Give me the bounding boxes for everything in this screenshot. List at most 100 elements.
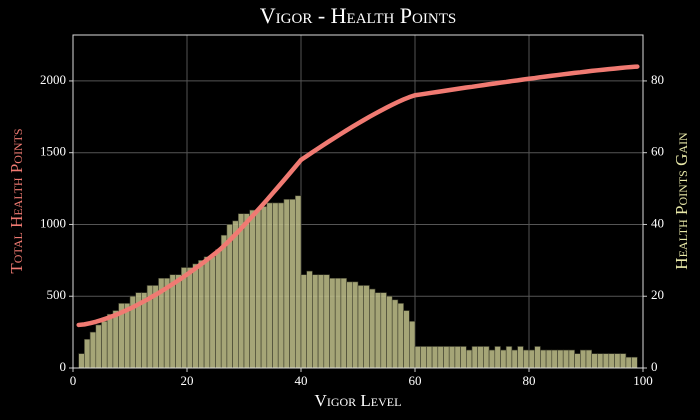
bar (203, 256, 211, 369)
bar (528, 349, 535, 369)
bar (220, 234, 228, 369)
bar (163, 277, 171, 369)
bar (186, 267, 193, 369)
bar (272, 202, 279, 369)
y2-tick-label: 40 (651, 215, 664, 230)
bar (619, 353, 627, 369)
bar (505, 346, 513, 369)
bar (243, 213, 250, 369)
bar (89, 331, 97, 369)
bar (574, 353, 581, 369)
bar (283, 199, 290, 369)
bar (277, 202, 285, 369)
bar (374, 292, 382, 369)
bar (443, 346, 450, 369)
bar (562, 349, 570, 369)
y-tick-label: 2000 (40, 72, 66, 87)
bar (169, 274, 176, 369)
bar (294, 195, 302, 369)
bar (460, 346, 467, 369)
bar (397, 303, 404, 369)
bar (289, 199, 296, 369)
bar (426, 346, 433, 369)
bar (266, 202, 273, 369)
bar (545, 349, 553, 369)
bar (568, 349, 575, 369)
y-axis-label: Total Health Points (7, 128, 26, 273)
bar (260, 206, 268, 369)
bar (625, 356, 632, 369)
y-tick-label: 0 (60, 359, 67, 374)
bar (369, 288, 376, 369)
y2-tick-label: 0 (651, 359, 658, 374)
bar (420, 346, 427, 369)
y2-tick-label: 60 (651, 144, 664, 159)
bar (408, 321, 416, 369)
bar (209, 256, 216, 369)
bar (255, 209, 262, 369)
bar (494, 346, 501, 369)
bar (317, 274, 325, 369)
bar (631, 356, 638, 369)
bar (488, 349, 496, 369)
bar (391, 299, 399, 369)
bar (437, 346, 444, 369)
x-tick-label: 40 (295, 373, 308, 388)
bar (226, 224, 233, 369)
bar (329, 277, 336, 369)
x-tick-label: 0 (70, 373, 77, 388)
y2-axis-label: Health Points Gain (672, 132, 691, 270)
bar (431, 346, 439, 369)
bar (403, 310, 410, 369)
x-tick-label: 20 (181, 373, 194, 388)
bar (471, 346, 478, 369)
bar (534, 346, 541, 369)
bar (334, 277, 342, 369)
x-tick-label: 100 (633, 373, 653, 388)
bar (232, 220, 239, 369)
bar (522, 349, 530, 369)
bar (300, 274, 307, 369)
bar (215, 249, 222, 369)
bar (591, 353, 598, 369)
y-tick-label: 1500 (40, 144, 66, 159)
plot-frame (72, 34, 644, 369)
bar (380, 292, 387, 369)
bar (95, 324, 102, 369)
bar (306, 270, 313, 369)
y-tick-label: 500 (47, 287, 67, 302)
bar (101, 321, 108, 369)
bar (357, 285, 364, 369)
bar (477, 346, 484, 369)
bar (608, 353, 615, 369)
bar (448, 346, 456, 369)
bar (249, 209, 256, 369)
bar (597, 353, 604, 369)
bar (175, 274, 182, 369)
bar (340, 277, 347, 369)
bar (312, 274, 319, 369)
bar (585, 349, 592, 369)
bar (346, 281, 353, 369)
bar (500, 349, 507, 369)
bar (579, 349, 587, 369)
y-tick-label: 1000 (40, 215, 66, 230)
bar (540, 349, 547, 369)
bar (511, 349, 518, 369)
bar (198, 260, 205, 369)
bar (181, 267, 188, 369)
bar (238, 213, 245, 369)
x-axis-label: Vigor Level (315, 391, 402, 410)
bar (517, 346, 524, 369)
bar (112, 310, 119, 369)
bar (363, 285, 370, 369)
chart-title: Vigor - Health Points (260, 3, 456, 28)
bar (454, 346, 461, 369)
bar (78, 353, 85, 369)
bar (465, 349, 473, 369)
x-tick-label: 60 (409, 373, 422, 388)
bar (351, 281, 359, 369)
line (76, 64, 640, 328)
